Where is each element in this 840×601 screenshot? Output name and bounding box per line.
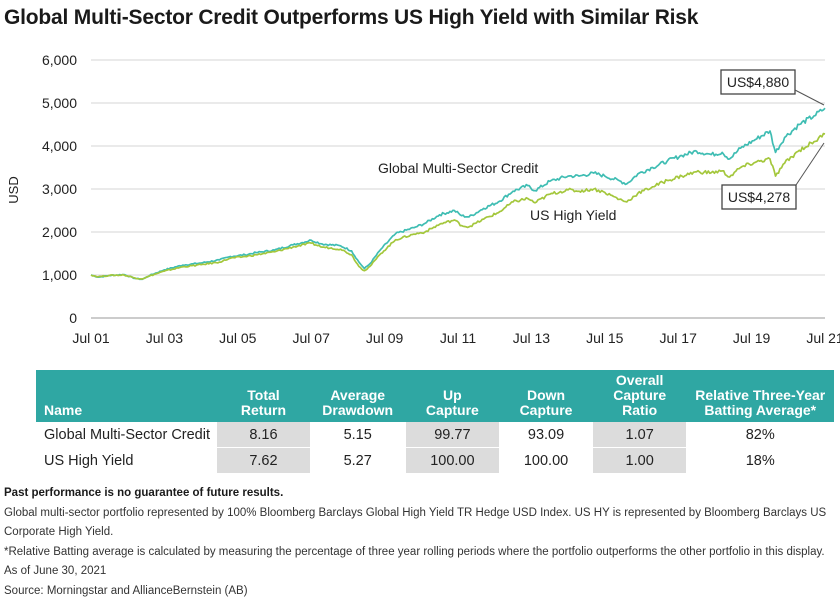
y-tick-label: 5,000 [42,95,77,111]
gridlines [91,60,825,318]
end-label-1: US$4,278 [728,189,790,205]
end-label-0: US$4,880 [727,74,789,90]
x-tick-label: Jul 13 [513,330,551,346]
y-tick-label: 1,000 [42,267,77,283]
footnotes: Past performance is no guarantee of futu… [4,484,834,601]
x-tick-label: Jul 17 [660,330,698,346]
footnote-source: Source: Morningstar and AllianceBernstei… [4,582,834,601]
table-cell: 8.16 [217,422,310,448]
x-tick-label: Jul 21 [806,330,840,346]
disclaimer: Past performance is no guarantee of futu… [4,484,834,504]
footnote-batting: *Relative Batting average is calculated … [4,543,834,563]
series-label-us-hy: US High Yield [530,207,616,223]
x-tick-label: Jul 05 [219,330,257,346]
table-cell: 100.00 [406,448,500,474]
series-label-global: Global Multi-Sector Credit [378,160,538,176]
y-tick-label: 0 [69,310,77,326]
y-tick-label: 3,000 [42,181,77,197]
table-cell: 99.77 [406,422,500,448]
table-cell: 1.00 [593,448,687,474]
x-tick-label: Jul 19 [733,330,771,346]
table-cell: 7.62 [217,448,310,474]
chart-title: Global Multi-Sector Credit Outperforms U… [4,6,698,30]
x-tick-label: Jul 15 [586,330,624,346]
x-tick-label: Jul 11 [440,330,477,346]
footnote-date: As of June 30, 2021 [4,562,834,582]
table-cell: 5.15 [310,422,406,448]
column-header: Name [36,370,217,422]
series-line-0 [91,108,825,279]
x-tick-label: Jul 03 [146,330,184,346]
y-tick-label: 2,000 [42,224,77,240]
y-axis-ticks: 0 1,000 2,000 3,000 4,000 5,000 6,000 [42,52,77,326]
x-axis-ticks: Jul 01 Jul 03 Jul 05 Jul 07 Jul 09 Jul 11 Jul … [72,330,840,346]
footnote-index: Global multi-sector portfolio represente… [4,504,834,543]
y-tick-label: 6,000 [42,52,77,68]
table-cell: Global Multi-Sector Credit [36,422,217,448]
x-tick-label: Jul 01 [72,330,110,346]
table-cell: 82% [686,422,834,448]
table-cell: 5.27 [310,448,406,474]
table-cell: 1.07 [593,422,687,448]
end-label-leader-1 [796,143,824,185]
table-cell: 18% [686,448,834,474]
y-tick-label: 4,000 [42,138,77,154]
series-lines [91,108,825,279]
x-tick-label: Jul 07 [293,330,331,346]
table-cell: US High Yield [36,448,217,474]
y-axis-label: USD [6,176,21,203]
table-cell: 100.00 [499,448,593,474]
x-tick-label: Jul 09 [366,330,404,346]
table-cell: 93.09 [499,422,593,448]
